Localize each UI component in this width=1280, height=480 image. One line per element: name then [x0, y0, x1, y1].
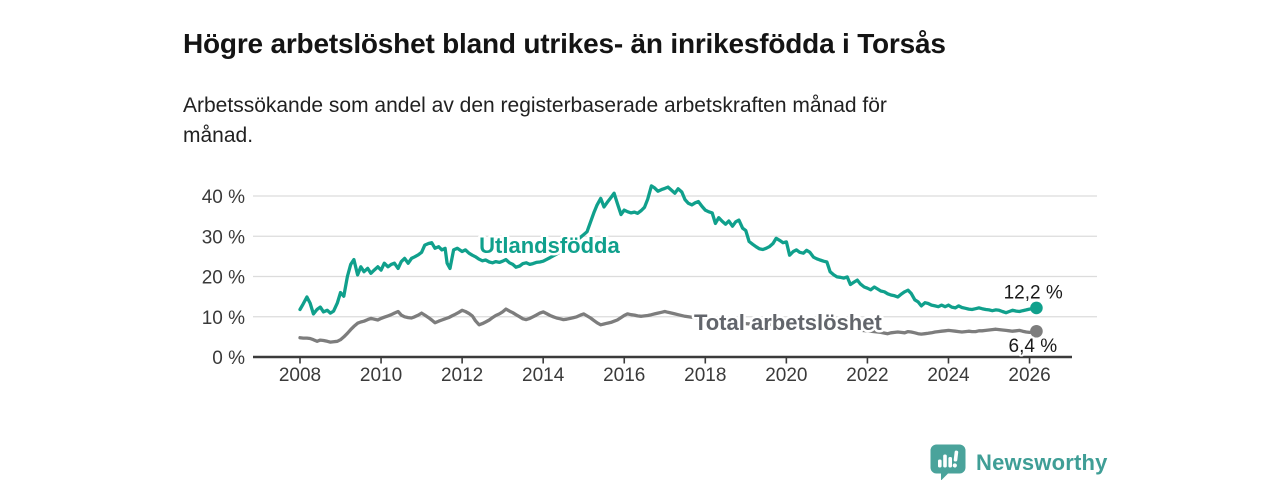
y-axis-labels: 0 % 10 % 20 % 30 % 40 %	[202, 187, 245, 369]
series-line	[298, 307, 1039, 344]
chart-subtitle: Arbetssökande som andel av den registerb…	[183, 94, 887, 147]
series-utlandsfodda	[298, 184, 1039, 316]
x-tick-label: 2020	[765, 365, 807, 386]
series-line	[298, 184, 1039, 316]
series-label: Utlandsfödda	[479, 233, 620, 258]
newsworthy-logo-icon	[930, 444, 966, 480]
unemployment-line-chart: 0 %10 %20 %30 %40 %2008 2010 2012 2014 2016 2…	[202, 184, 1097, 386]
series-total-arbetsloshet	[298, 307, 1039, 344]
x-tick-label: 2010	[360, 365, 402, 386]
series-label: Total arbetslöshet	[694, 310, 883, 335]
y-tick-label: 40 %	[202, 187, 245, 208]
y-tick-label: 20 %	[202, 268, 245, 289]
grid-lines	[253, 195, 1097, 318]
x-tick-label: 2018	[684, 365, 726, 386]
y-tick-label: 0 %	[212, 348, 245, 369]
series-end-dot	[1030, 301, 1043, 315]
x-tick-label: 2026	[1008, 365, 1050, 386]
x-tick-label: 2022	[846, 365, 888, 386]
newsworthy-branding: Newsworthy	[930, 444, 1108, 480]
series-end-dot	[1030, 324, 1043, 338]
y-tick-label: 10 %	[202, 308, 245, 329]
x-tick-label: 2012	[441, 365, 483, 386]
newsworthy-wordmark: Newsworthy	[976, 449, 1108, 475]
y-tick-label: 30 %	[202, 227, 245, 248]
end-value-label: 12,2 %	[1004, 283, 1063, 304]
x-tick-label: 2024	[927, 365, 970, 386]
x-tick-label: 2016	[603, 365, 645, 386]
x-axis: 2008 2010 2012 2014 2016 2018 2020 2022 2024 2026	[253, 355, 1072, 386]
end-value-label: 6,4 %	[1009, 336, 1058, 357]
page-title: Högre arbetslöshet bland utrikes- än inr…	[183, 27, 946, 59]
x-tick-label: 2014	[522, 365, 565, 386]
x-tick-label: 2008	[279, 365, 321, 386]
chart-area: 0 % 10 % 20 % 30 % 40 % 2008 2010 2012 2014 2016 2…	[185, 160, 1100, 400]
